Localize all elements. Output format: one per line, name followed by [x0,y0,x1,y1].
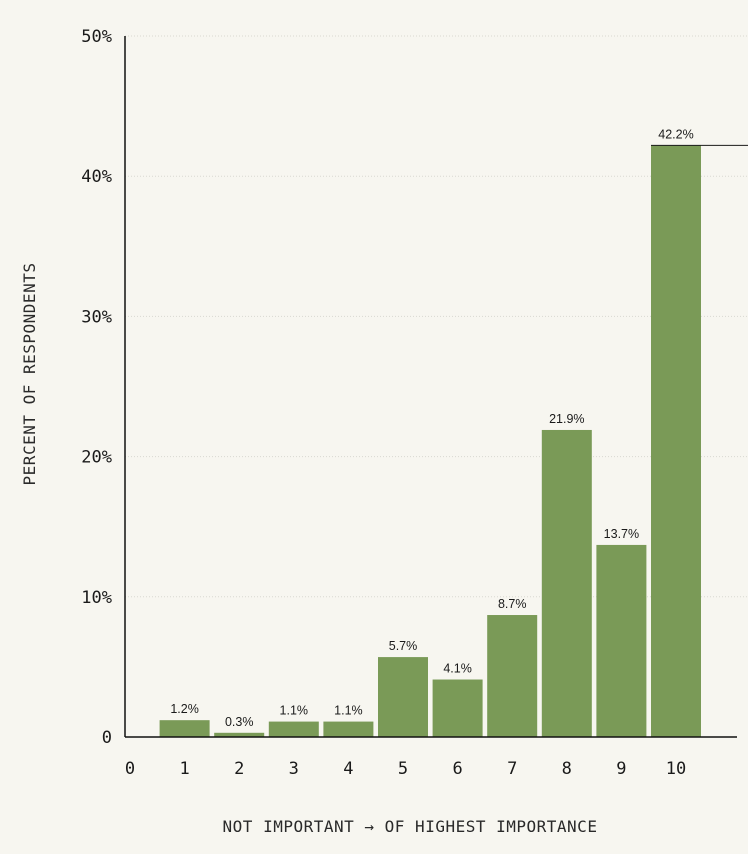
x-tick-label: 4 [343,759,353,779]
bar [378,657,428,737]
x-tick-label: 1 [179,759,189,779]
x-tick-label: 5 [398,759,408,779]
bar [487,615,538,737]
x-axis-title: NOT IMPORTANT → OF HIGHEST IMPORTANCE [223,817,598,836]
bars [159,145,701,737]
data-label: 42.2% [658,127,693,141]
data-label: 8.7% [498,597,527,611]
x-tick-label: 9 [616,759,626,779]
x-tick-labels: 0 1 2 3 4 5 6 7 8 9 10 [125,759,686,779]
data-label: 4.1% [443,662,472,676]
bar [541,429,592,737]
x-tick-label: 3 [289,759,299,779]
bar [651,145,701,737]
x-tick-label: 0 [125,759,135,779]
data-label: 21.9% [549,412,584,426]
y-tick-label: 10% [81,588,112,608]
data-labels: 1.2% 0.3% 1.1% 1.1% 5.7% 4.1% 8.7% 21.9% 13.7% 42… [170,127,748,729]
bar [432,679,483,737]
y-tick-labels: 0 10% 20% 30% 40% 50% [81,27,112,748]
data-label: 5.7% [389,639,418,653]
bar [596,544,647,737]
x-tick-label: 8 [562,759,572,779]
y-tick-label: 30% [81,307,112,327]
y-axis-title: PERCENT OF RESPONDENTS [20,263,39,486]
y-tick-label: 20% [81,448,112,468]
x-tick-label: 10 [666,759,686,779]
data-label: 1.2% [170,702,199,716]
x-tick-label: 6 [452,759,462,779]
y-tick-label: 40% [81,167,112,187]
y-tick-label: 0 [102,728,112,748]
x-tick-label: 7 [507,759,517,779]
axes [124,36,737,738]
y-tick-label: 50% [81,27,112,47]
data-label: 1.1% [334,704,363,718]
x-tick-label: 2 [234,759,244,779]
bar [268,721,319,737]
bar [214,732,265,737]
data-label: 0.3% [225,715,254,729]
data-label: 13.7% [604,527,639,541]
data-label: 1.1% [280,704,309,718]
bar [159,720,210,737]
bar [323,721,374,737]
